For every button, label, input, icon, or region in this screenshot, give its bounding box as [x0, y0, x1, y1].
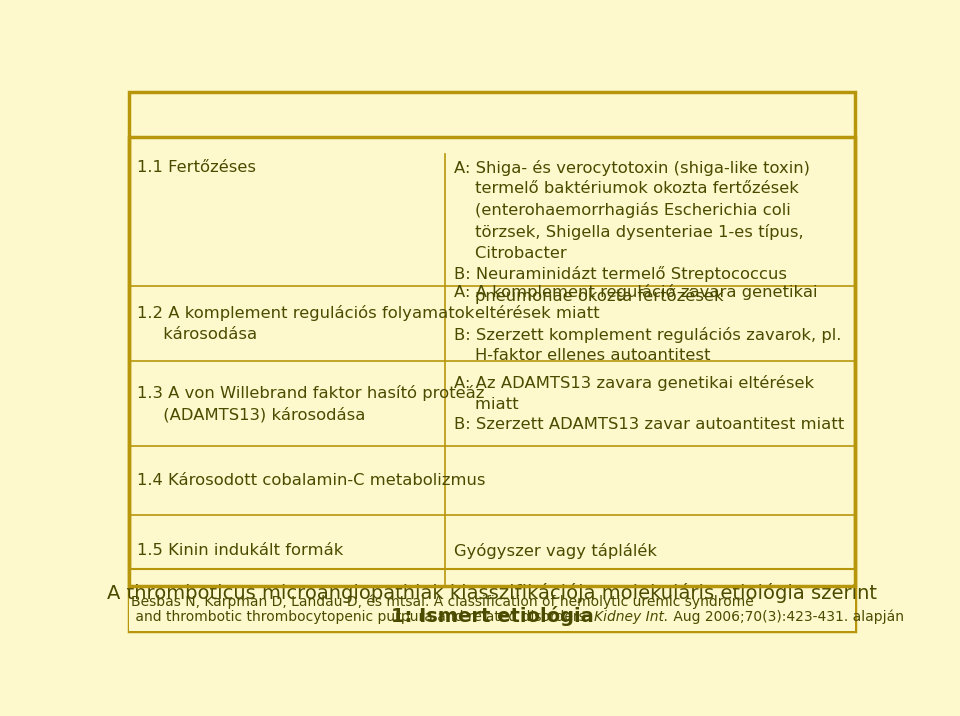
Text: 1.5 Kinin indukált formák: 1.5 Kinin indukált formák: [137, 543, 344, 558]
Text: A: Az ADAMTS13 zavara genetikai eltérések
    miatt
B: Szerzett ADAMTS13 zavar a: A: Az ADAMTS13 zavara genetikai eltérése…: [454, 375, 845, 432]
Text: A: A komplement reguláció zavara genetikai
    eltérések miatt
B: Szerzett kompl: A: A komplement reguláció zavara genetik…: [454, 284, 842, 363]
Bar: [130, 569, 854, 631]
Text: and thrombotic thrombocytopenic purpura and related disorders.: and thrombotic thrombocytopenic purpura …: [131, 609, 594, 624]
Text: 1: Ismert etiológia: 1: Ismert etiológia: [391, 606, 593, 626]
Text: 1.3 A von Willebrand faktor hasító proteáz
     (ADAMTS13) károsodása: 1.3 A von Willebrand faktor hasító prote…: [137, 385, 485, 422]
Text: Gyógyszer vagy táplálék: Gyógyszer vagy táplálék: [454, 543, 658, 558]
Text: Aug 2006;70(3):423-431. alapján: Aug 2006;70(3):423-431. alapján: [669, 609, 903, 624]
Bar: [130, 137, 854, 631]
Bar: [130, 92, 854, 586]
Text: 1.1 Fertőzéses: 1.1 Fertőzéses: [137, 160, 256, 175]
Text: A thromboticus microangiopathiak klasszifikációja molekuláris etiológia szerint: A thromboticus microangiopathiak klasszi…: [107, 583, 877, 603]
Text: 1.4 Károsodott cobalamin-C metabolizmus: 1.4 Károsodott cobalamin-C metabolizmus: [137, 473, 486, 488]
Text: 1.2 A komplement regulációs folyamatok
     károsodása: 1.2 A komplement regulációs folyamatok k…: [137, 306, 474, 342]
Text: Kidney Int.: Kidney Int.: [594, 609, 669, 624]
Text: Besbas N, Karpman D, Landau D, és mtsai. A classification of hemolytic uremic sy: Besbas N, Karpman D, Landau D, és mtsai.…: [131, 594, 754, 609]
Text: A: Shiga- és verocytotoxin (shiga-like toxin)
    termelő baktériumok okozta fer: A: Shiga- és verocytotoxin (shiga-like t…: [454, 160, 810, 304]
